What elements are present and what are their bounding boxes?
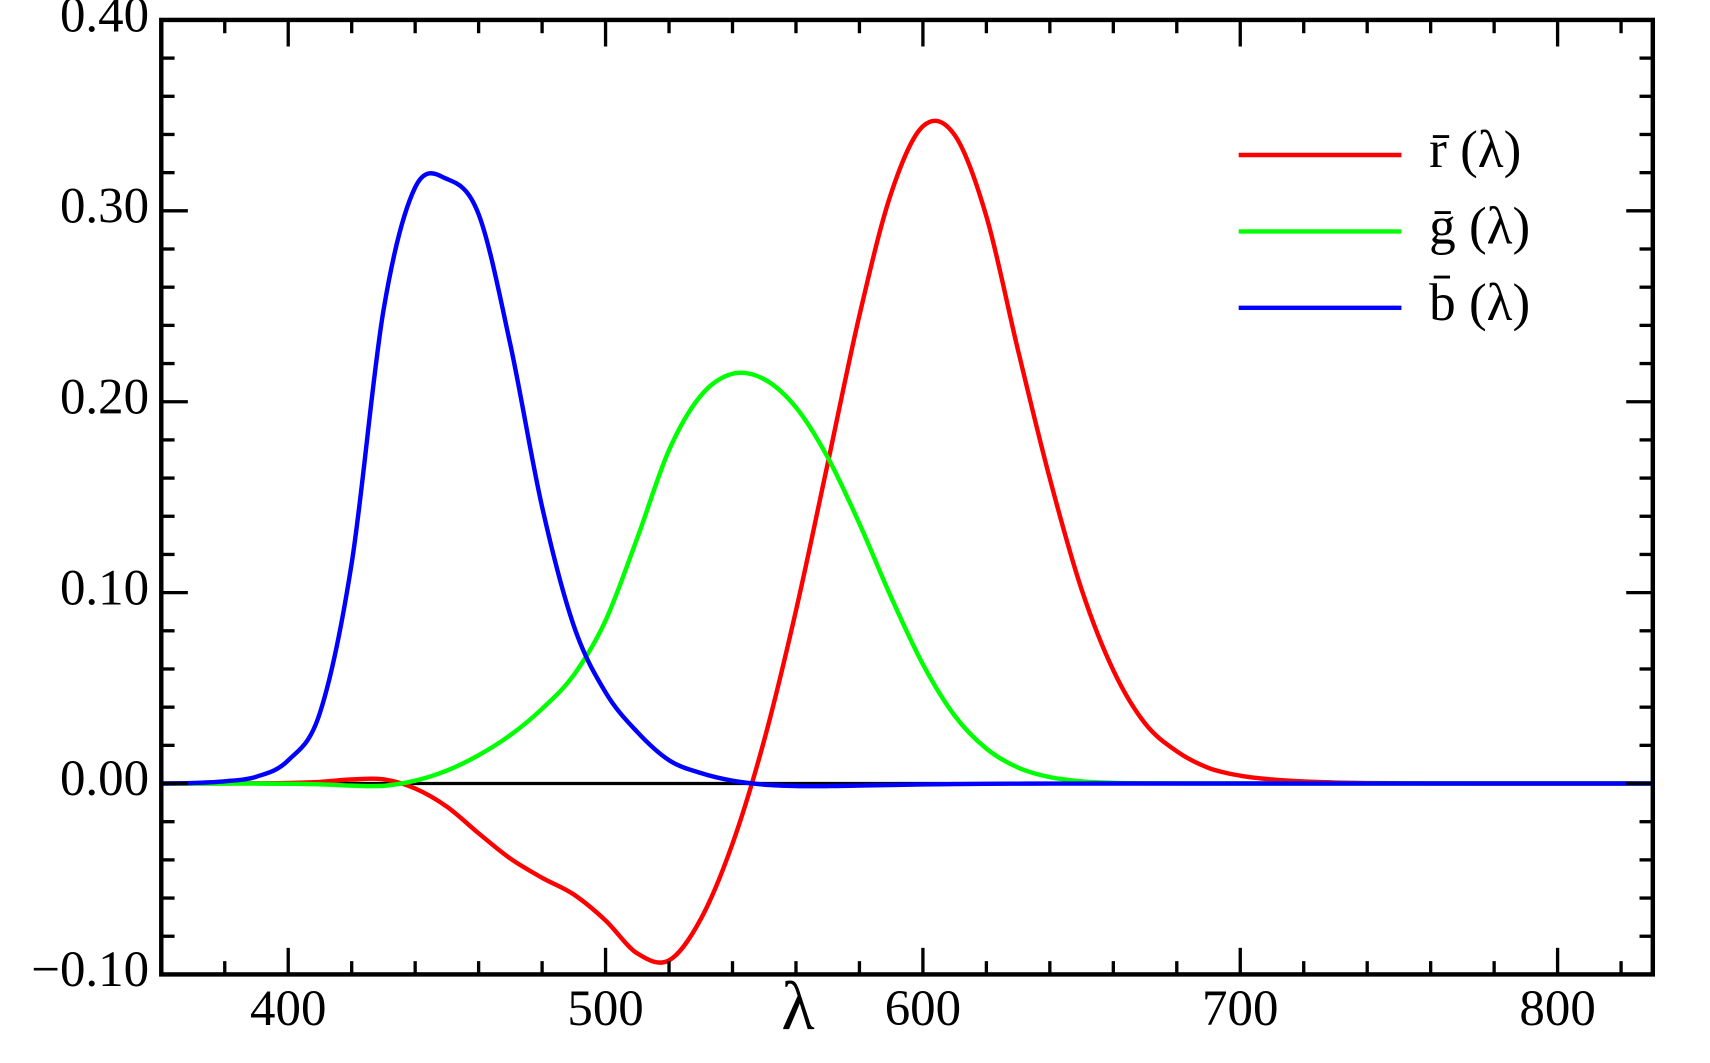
y-tick-label: 0.00 [60, 751, 149, 807]
y-tick-label: 0.30 [60, 179, 149, 235]
x-tick-label: 600 [885, 981, 961, 1037]
plot-frame [159, 17, 1656, 977]
series-line [161, 171, 1653, 789]
legend-label: b̄ (λ) [1429, 274, 1530, 332]
legend-label: ḡ (λ) [1429, 198, 1530, 256]
x-axis-label: λ [781, 968, 814, 1044]
y-tick-label: 0.40 [60, 0, 149, 44]
y-tick-label: −0.10 [31, 942, 149, 998]
y-tick-label: 0.10 [60, 560, 149, 616]
x-tick-label: 800 [1519, 981, 1595, 1037]
series-line [161, 370, 1653, 789]
x-tick-label: 700 [1202, 981, 1278, 1037]
y-tick-label: 0.20 [60, 369, 149, 425]
legend-label: r̄ (λ) [1429, 121, 1521, 179]
x-tick-label: 500 [567, 981, 643, 1037]
x-tick-label: 400 [250, 981, 326, 1037]
